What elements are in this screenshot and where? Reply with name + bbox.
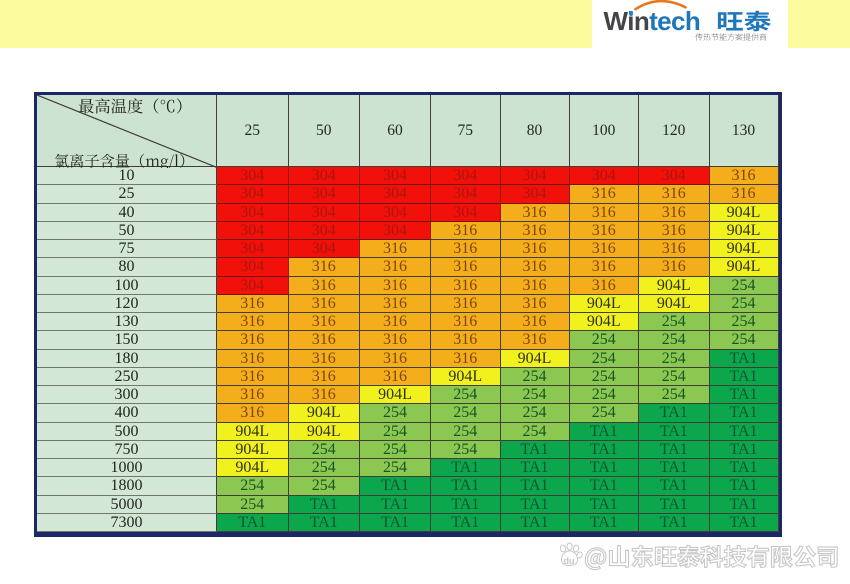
svg-text:du: du xyxy=(564,556,575,566)
